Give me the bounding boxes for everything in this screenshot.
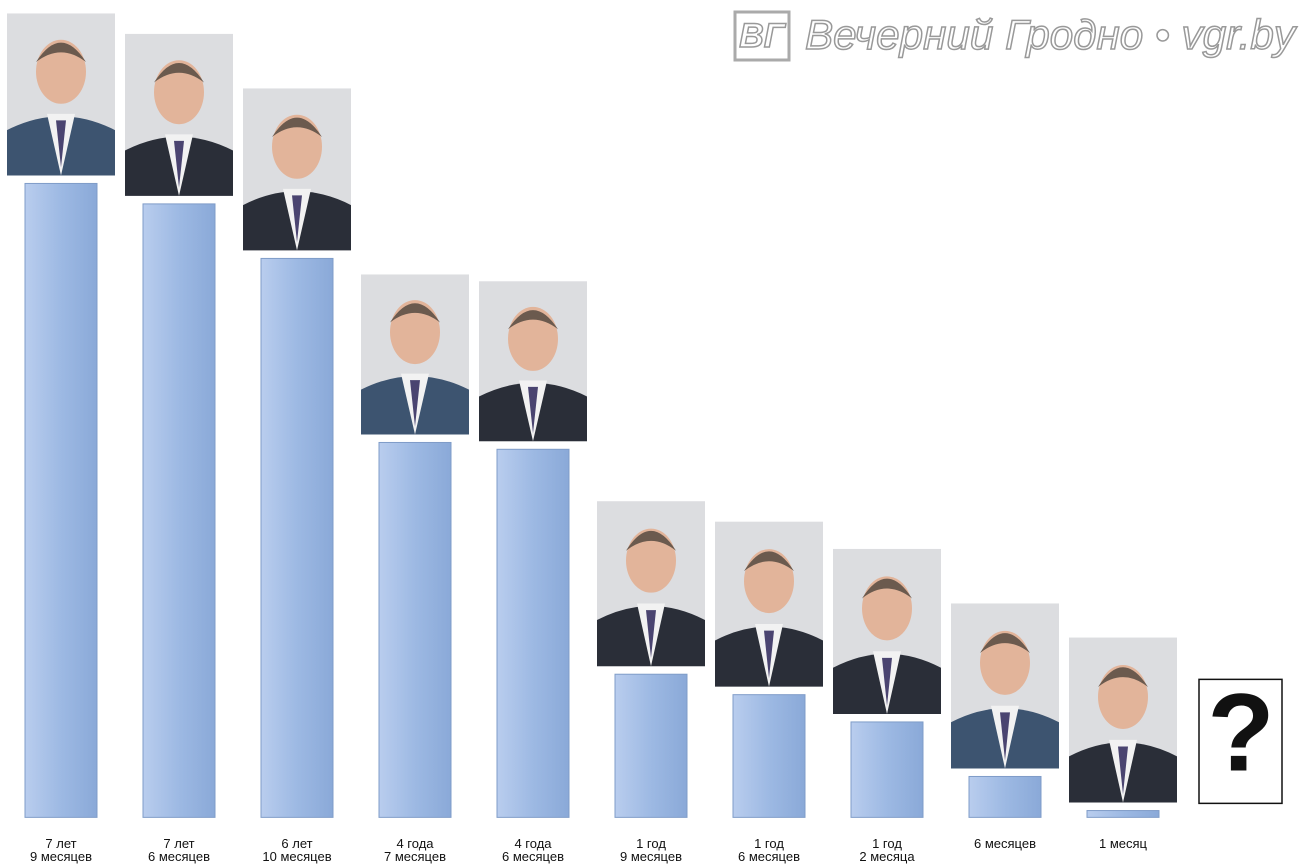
photo — [597, 501, 705, 667]
bar — [732, 694, 806, 818]
bar — [24, 182, 98, 818]
photo-hair — [154, 63, 204, 83]
value-label: 1 год 6 месяцев — [738, 836, 800, 864]
annotation-frame — [1198, 678, 1283, 805]
photo — [479, 281, 587, 442]
photo-head — [980, 630, 1030, 695]
photo — [7, 13, 115, 176]
photo — [951, 603, 1059, 769]
bar — [496, 448, 570, 818]
photo-head — [36, 39, 86, 104]
photo — [361, 274, 469, 435]
value-label: 1 месяц — [1099, 836, 1147, 851]
photo-tie — [764, 630, 774, 679]
photo — [715, 521, 823, 687]
photo-head — [272, 114, 322, 179]
photo — [1069, 637, 1177, 803]
value-label: 7 лет 9 месяцев — [30, 836, 92, 864]
photo-hair — [626, 530, 676, 551]
bar — [614, 673, 688, 818]
photo-hair — [390, 303, 440, 323]
photo-hair — [862, 578, 912, 599]
bar — [968, 775, 1042, 818]
value-label: 1 год 2 месяца — [859, 836, 915, 864]
photo-head — [154, 60, 204, 125]
photo — [833, 548, 941, 714]
photo-hair — [508, 310, 558, 330]
source: Вечерний Гродно • vgr.by — [805, 11, 1298, 58]
photo-hair — [980, 633, 1030, 653]
photo-tie — [1000, 712, 1010, 761]
photo-head — [390, 300, 440, 365]
photo-tie — [1118, 746, 1128, 795]
photo-tie — [56, 120, 66, 168]
logo-box — [733, 10, 791, 62]
value-label: 6 месяцев — [974, 836, 1036, 851]
bar — [260, 257, 334, 818]
photo-tie — [882, 657, 892, 706]
photo-tie — [292, 195, 302, 243]
photo-head — [862, 576, 912, 641]
value-label: 4 года 7 месяцев — [384, 836, 446, 864]
photo-head — [744, 549, 794, 614]
photo-tie — [174, 140, 184, 188]
photo-hair — [1098, 667, 1148, 688]
bar — [850, 721, 924, 818]
photo-head — [1098, 664, 1148, 729]
photo — [125, 33, 233, 196]
value-label: 7 лет 6 месяцев — [148, 836, 210, 864]
value-label: 1 год 9 месяцев — [620, 836, 682, 864]
bar — [142, 203, 216, 818]
value-label: 4 года 6 месяцев — [502, 836, 564, 864]
bar — [1086, 810, 1160, 818]
bar — [378, 441, 452, 818]
photo-tie — [646, 610, 656, 658]
photo-hair — [272, 117, 322, 138]
logo: ВГ Вечерний Гродно • vgr.by — [733, 10, 1299, 62]
photo — [243, 88, 351, 251]
photo-hair — [36, 42, 86, 63]
annotation-box: ? — [1198, 671, 1283, 805]
photo-hair — [744, 551, 794, 572]
logo-text: ВГ — [739, 17, 787, 55]
photo-head — [626, 528, 676, 593]
annotation: ? — [1207, 671, 1274, 794]
photo-tie — [528, 386, 538, 434]
value-label: 6 лет 10 месяцев — [262, 836, 332, 864]
photo-tie — [410, 380, 420, 427]
photo-head — [508, 306, 558, 371]
